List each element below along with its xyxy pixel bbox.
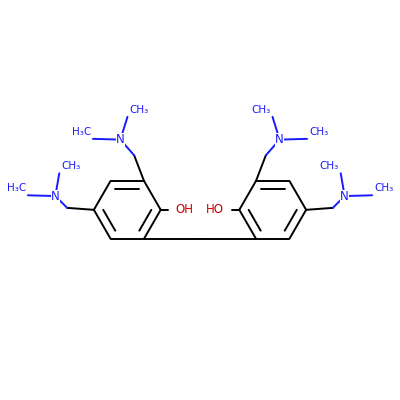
Text: CH₃: CH₃: [61, 161, 80, 171]
Text: H₃C: H₃C: [7, 183, 26, 193]
Text: CH₃: CH₃: [320, 161, 339, 171]
Text: HO: HO: [206, 203, 224, 216]
Text: H₃C: H₃C: [72, 127, 91, 137]
Text: N: N: [340, 190, 349, 202]
Text: CH₃: CH₃: [309, 127, 328, 137]
Text: N: N: [275, 133, 284, 146]
Text: CH₃: CH₃: [374, 183, 393, 193]
Text: N: N: [51, 190, 60, 202]
Text: CH₃: CH₃: [251, 105, 270, 115]
Text: CH₃: CH₃: [130, 105, 149, 115]
Text: N: N: [116, 133, 125, 146]
Text: OH: OH: [176, 203, 194, 216]
